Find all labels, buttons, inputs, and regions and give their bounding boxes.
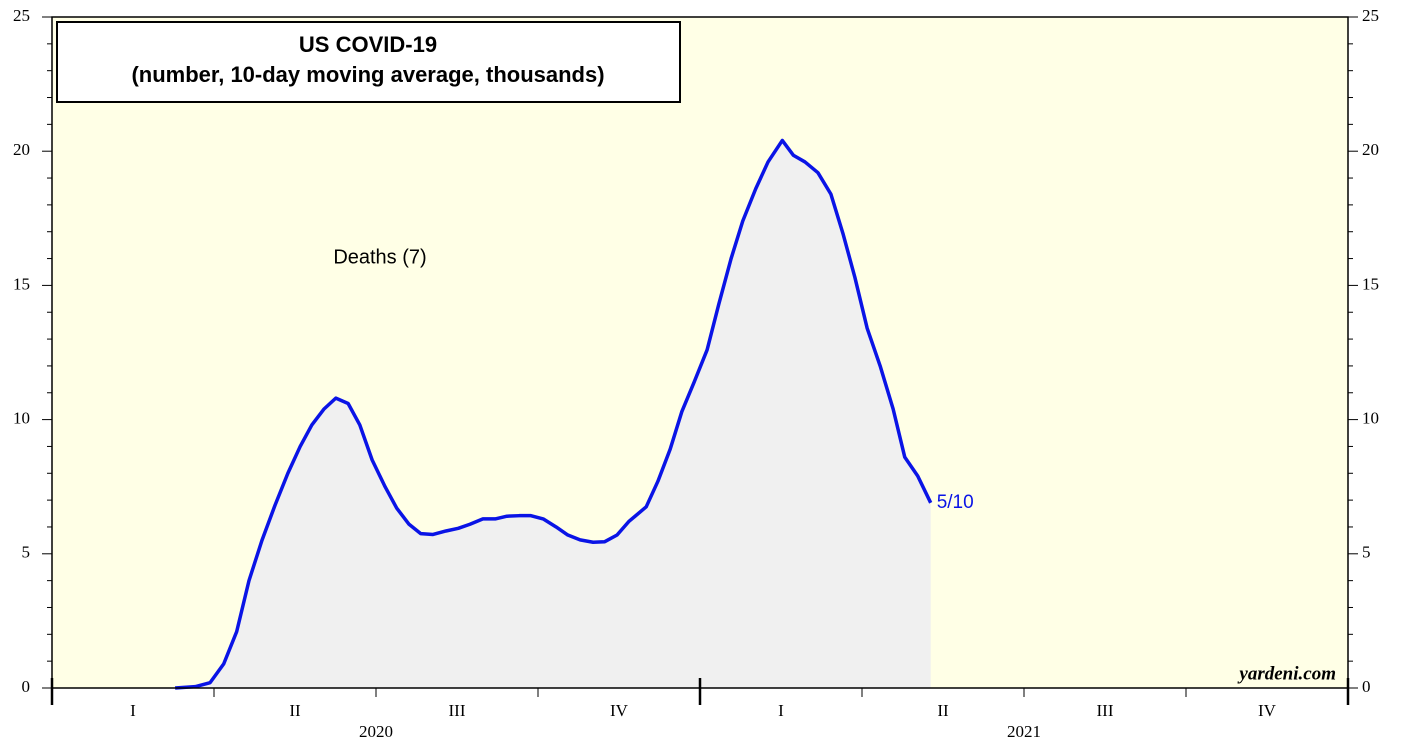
- title-box: [56, 21, 681, 103]
- y2-tick-label: 0: [1362, 677, 1371, 696]
- end-label: 5/10: [937, 492, 974, 513]
- y2-tick-label: 15: [1362, 274, 1379, 293]
- y2-tick-label: 25: [1362, 6, 1379, 25]
- y2-tick-label: 5: [1362, 543, 1371, 562]
- y-tick-label: 25: [13, 6, 30, 25]
- chart-title: US COVID-19: [299, 32, 437, 57]
- y2-tick-label: 10: [1362, 409, 1379, 428]
- x-tick-label: II: [937, 701, 949, 720]
- x-tick-label: IV: [1258, 701, 1277, 720]
- y-tick-label: 10: [13, 409, 30, 428]
- year-label: 2021: [1007, 722, 1041, 741]
- y-tick-label: 15: [13, 274, 30, 293]
- year-label: 2020: [359, 722, 393, 741]
- line: [175, 138, 933, 690]
- annotation: Deaths (7): [333, 246, 426, 268]
- x-tick-label: III: [1097, 701, 1114, 720]
- y-tick-label: 20: [13, 140, 30, 159]
- x-tick-label: II: [289, 701, 301, 720]
- source: yardeni.com: [1237, 663, 1336, 684]
- y2-tick-label: 20: [1362, 140, 1379, 159]
- marks: [175, 138, 933, 690]
- x-tick-label: I: [130, 701, 136, 720]
- x-tick-label: IV: [610, 701, 629, 720]
- area-fill: [175, 140, 931, 689]
- x-tick-label: I: [778, 701, 784, 720]
- y-tick-label: 0: [22, 677, 31, 696]
- y-tick-label: 5: [22, 543, 31, 562]
- chart-subtitle: (number, 10-day moving average, thousand…: [131, 62, 604, 87]
- x-tick-label: III: [449, 701, 466, 720]
